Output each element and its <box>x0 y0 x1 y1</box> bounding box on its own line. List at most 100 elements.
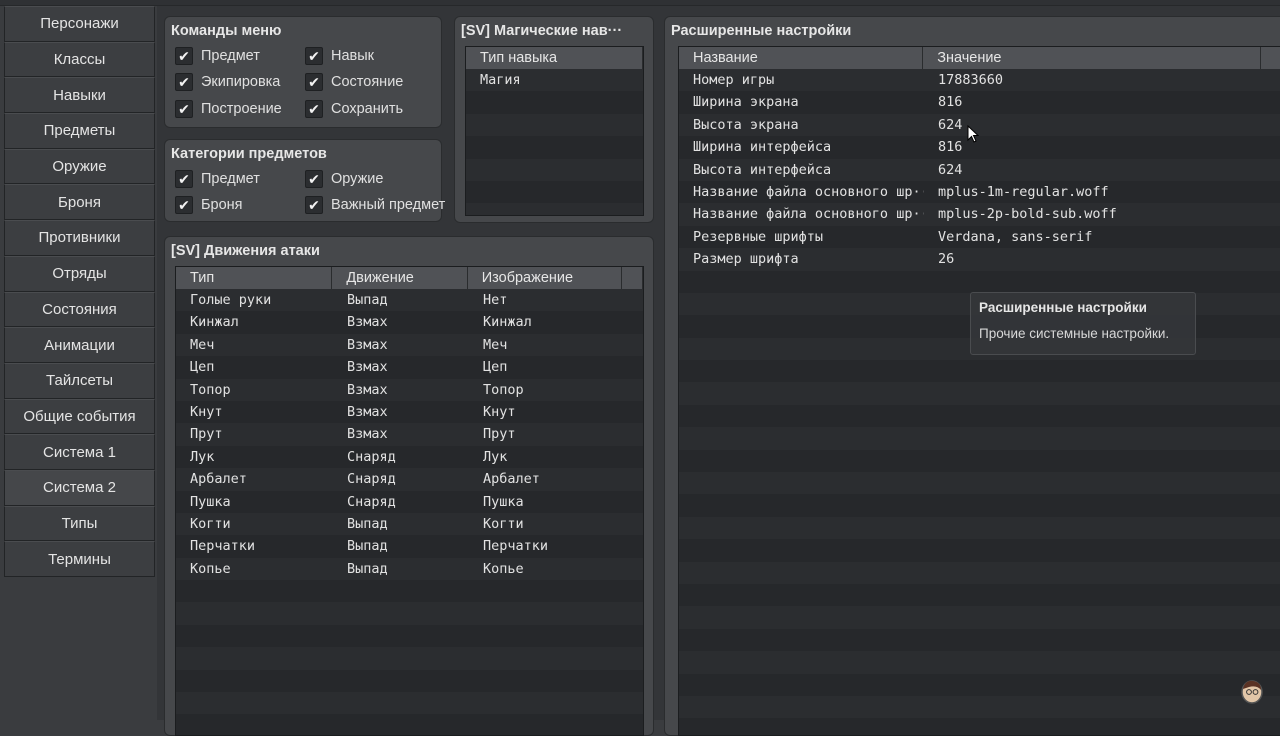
sidebar-item[interactable]: Термины <box>4 541 155 577</box>
sidebar-item[interactable]: Навыки <box>4 77 155 114</box>
checkbox-menu_commands[interactable]: ✔ Состояние <box>305 73 403 91</box>
sidebar-item[interactable]: Оружие <box>4 148 155 185</box>
sidebar-item[interactable]: Система 2 <box>4 469 155 506</box>
table-cell: Арбалет <box>190 471 247 488</box>
sidebar-item[interactable]: Общие события <box>4 398 155 435</box>
table-row[interactable]: Высота интерфейса 624 <box>679 158 1280 181</box>
sidebar-item[interactable]: Противники <box>4 220 155 256</box>
checkbox-label: Предмет <box>201 171 260 187</box>
table-cell: Размер шрифта <box>693 251 799 268</box>
column-header-spacer <box>622 267 643 289</box>
table-row[interactable]: Ширина экрана 816 <box>679 91 1280 114</box>
column-header[interactable]: Значение <box>923 47 1262 69</box>
sidebar-item[interactable]: Анимации <box>4 327 155 363</box>
table-cell <box>466 181 643 203</box>
table-row[interactable]: Название файла основного шр··· mplus-2p-b… <box>679 203 1280 226</box>
sidebar-item[interactable]: Классы <box>4 41 155 78</box>
column-header[interactable]: Название <box>679 47 924 69</box>
empty-row <box>679 695 1280 719</box>
checkbox-menu_commands[interactable]: ✔ Предмет <box>175 47 260 65</box>
table-cell <box>466 91 643 113</box>
column-header[interactable]: Тип навыка <box>466 47 643 69</box>
column-header[interactable]: Изображение <box>468 267 623 289</box>
table-row[interactable]: Пушка Снаряд Пушка <box>176 490 643 513</box>
checkbox-item_categories[interactable]: ✔ Важный предмет <box>305 196 445 214</box>
top-border <box>0 0 1280 6</box>
empty-row <box>679 427 1280 450</box>
column-header[interactable]: Тип <box>176 267 333 289</box>
table-row[interactable]: Топор Взмах Топор <box>176 378 643 401</box>
table-row[interactable]: Название файла основного шр··· mplus-1m-r… <box>679 180 1280 204</box>
sidebar-item[interactable]: Броня <box>4 184 155 221</box>
advanced-settings-table[interactable]: Название Значение Номер игры 17883660 Ширин… <box>678 46 1280 736</box>
checkbox-item_categories[interactable]: ✔ Оружие <box>305 170 383 188</box>
table-cell <box>924 472 1263 494</box>
sidebar-item[interactable]: Тайлсеты <box>4 362 155 399</box>
sidebar-item[interactable]: Отряды <box>4 255 155 292</box>
table-cell <box>466 114 643 136</box>
check-icon: ✔ <box>305 170 323 188</box>
sidebar-item[interactable]: Состояния <box>4 291 155 328</box>
table-cell <box>333 714 469 735</box>
checkbox-item_categories[interactable]: ✔ Предмет <box>175 170 260 188</box>
empty-row <box>679 516 1280 540</box>
table-cell: Когти <box>483 515 524 532</box>
column-header[interactable]: Движение <box>332 267 468 289</box>
checkbox-item_categories[interactable]: ✔ Броня <box>175 196 243 214</box>
sidebar-item[interactable]: Типы <box>4 505 155 542</box>
checkbox-menu_commands[interactable]: ✔ Сохранить <box>305 100 403 118</box>
table-row[interactable]: Размер шрифта 26 <box>679 248 1280 271</box>
empty-row <box>679 561 1280 584</box>
table-cell <box>333 602 469 624</box>
sidebar: Персонажи Классы Навыки Предметы Оружие Броня… <box>4 6 155 577</box>
table-row[interactable]: Магия <box>466 69 643 92</box>
column-header-spacer <box>1261 47 1280 69</box>
table-cell <box>469 625 624 647</box>
table-row[interactable]: Голые руки Выпад Нет <box>176 289 643 312</box>
checkbox-menu_commands[interactable]: ✔ Навык <box>305 47 374 65</box>
attack-motions-table[interactable]: Тип Движение Изображение Голые руки Выпад Не… <box>175 266 644 736</box>
table-row[interactable]: Прут Взмах Прут <box>176 423 643 446</box>
table-cell <box>679 315 924 337</box>
empty-row <box>466 91 643 114</box>
table-row[interactable]: Меч Взмах Меч <box>176 333 643 357</box>
table-cell: Копье <box>483 560 524 577</box>
empty-row <box>176 580 643 603</box>
table-row[interactable]: Ширина интерфейса 816 <box>679 136 1280 159</box>
sidebar-item[interactable]: Система 1 <box>4 434 155 470</box>
table-row[interactable]: Копье Выпад Копье <box>176 557 643 581</box>
table-cell: Кинжал <box>190 314 239 331</box>
check-icon: ✔ <box>175 100 193 118</box>
table-row[interactable]: Номер игры 17883660 <box>679 69 1280 92</box>
checkbox-menu_commands[interactable]: ✔ Построение <box>175 100 282 118</box>
table-cell: Лук <box>483 448 508 465</box>
table-cell <box>924 382 1263 404</box>
table-cell <box>924 427 1263 449</box>
table-cell: Взмах <box>347 426 388 443</box>
table-row[interactable]: Перчатки Выпад Перчатки <box>176 535 643 558</box>
table-row[interactable]: Кинжал Взмах Кинжал <box>176 311 643 334</box>
table-cell: 816 <box>938 139 963 156</box>
advanced-settings-panel: Расширенные настройки Название Значение Н… <box>664 16 1280 736</box>
checkbox-menu_commands[interactable]: ✔ Экипировка <box>175 73 280 91</box>
magic-skills-list[interactable]: Тип навыка Магия <box>465 46 644 216</box>
table-cell <box>176 670 333 692</box>
table-row[interactable]: Цеп Взмах Цеп <box>176 356 643 379</box>
table-cell: Высота интерфейса <box>693 161 832 178</box>
table-row[interactable]: Высота экрана 624 <box>679 113 1280 137</box>
table-row[interactable]: Когти Выпад Когти <box>176 512 643 536</box>
table-row[interactable]: Лук Снаряд Лук <box>176 445 643 469</box>
table-row[interactable]: Резервные шрифты Verdana, sans-serif <box>679 225 1280 249</box>
table-cell: Кнут <box>190 403 223 420</box>
table-cell: Топор <box>190 381 231 398</box>
tooltip: Расширенные настройки Прочие системные н… <box>970 292 1196 355</box>
table-cell <box>469 670 624 692</box>
table-row[interactable]: Арбалет Снаряд Арбалет <box>176 468 643 491</box>
table-cell <box>924 271 1263 293</box>
empty-row <box>679 449 1280 473</box>
table-cell: Ширина экрана <box>693 94 799 111</box>
table-row[interactable]: Кнут Взмах Кнут <box>176 400 643 424</box>
table-cell: Перчатки <box>483 538 549 555</box>
sidebar-item[interactable]: Предметы <box>4 113 155 149</box>
sidebar-item[interactable]: Персонажи <box>4 6 155 42</box>
